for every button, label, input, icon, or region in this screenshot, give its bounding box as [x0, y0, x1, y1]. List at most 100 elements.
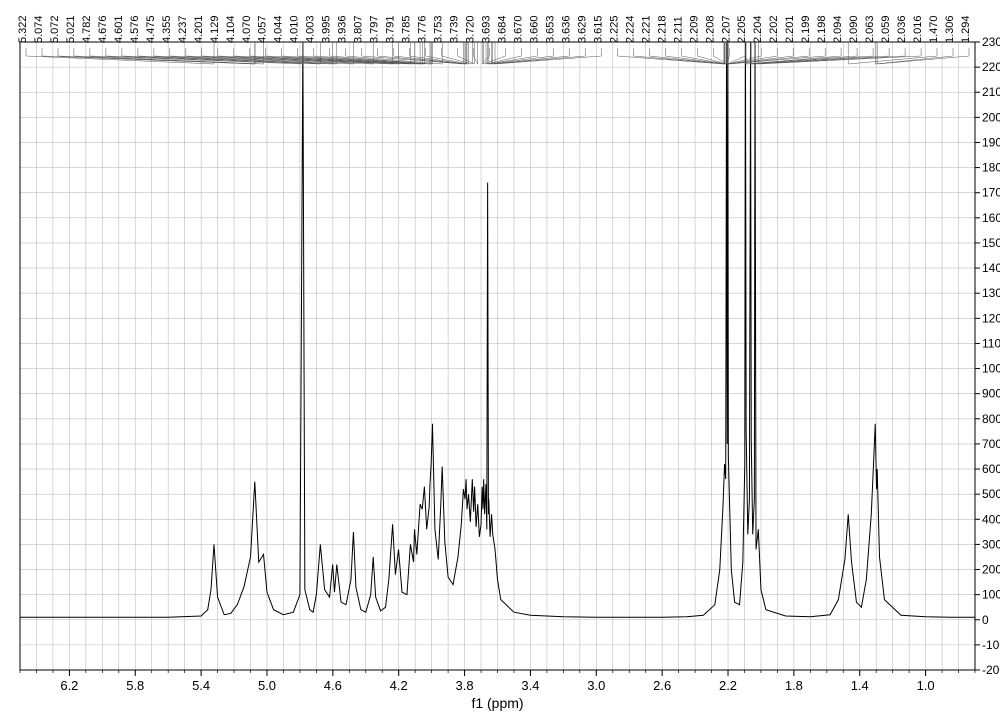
y-tick-label: 1400	[982, 261, 1000, 275]
y-tick-label: 1300	[982, 286, 1000, 300]
peak-label: 3.785	[401, 15, 413, 43]
peak-label: 2.209	[688, 15, 700, 43]
peak-label: 4.201	[193, 15, 205, 43]
peak-label: 3.693	[481, 15, 493, 43]
y-tick-label: 500	[982, 487, 1000, 501]
y-tick-label: 2000	[982, 110, 1000, 124]
peak-label: 4.355	[161, 15, 173, 43]
peak-label: 2.204	[752, 15, 764, 43]
x-tick-label: 5.4	[192, 678, 210, 693]
x-tick-label: 2.2	[719, 678, 737, 693]
peak-label: 4.676	[97, 15, 109, 43]
y-tick-label: 800	[982, 412, 1000, 426]
x-tick-label: 3.0	[587, 678, 605, 693]
y-tick-label: 300	[982, 537, 1000, 551]
x-tick-label: 1.4	[851, 678, 869, 693]
peak-label: 2.225	[608, 15, 620, 43]
y-tick-label: 1200	[982, 311, 1000, 325]
y-tick-label: -200	[982, 663, 1000, 677]
peak-label: 3.739	[449, 15, 461, 43]
y-tick-label: 600	[982, 462, 1000, 476]
peak-label: 4.003	[305, 15, 317, 43]
x-tick-label: 1.0	[917, 678, 935, 693]
peak-label: 5.074	[33, 15, 45, 43]
y-tick-label: 1800	[982, 161, 1000, 175]
peak-label: 3.653	[544, 15, 556, 43]
y-tick-label: 700	[982, 437, 1000, 451]
peak-label: 4.237	[177, 15, 189, 43]
x-tick-label: 3.4	[521, 678, 539, 693]
peak-label: 4.576	[129, 15, 141, 43]
y-tick-label: 1000	[982, 362, 1000, 376]
peak-label: 4.601	[113, 15, 125, 43]
peak-label: 3.720	[465, 15, 477, 43]
peak-label: 2.207	[720, 15, 732, 43]
peak-label: 4.070	[241, 15, 253, 43]
peak-label: 3.753	[433, 15, 445, 43]
x-tick-label: 6.2	[60, 678, 78, 693]
peak-label: 3.791	[385, 15, 397, 43]
peak-label: 2.059	[880, 15, 892, 43]
peak-label: 2.094	[832, 15, 844, 43]
y-tick-label: 400	[982, 512, 1000, 526]
peak-label: 4.057	[257, 15, 269, 43]
x-tick-label: 5.0	[258, 678, 276, 693]
nmr-spectrum-chart: 6.25.85.45.04.64.23.83.43.02.62.21.81.41…	[0, 0, 1000, 721]
y-tick-label: 0	[982, 613, 989, 627]
peak-label: 3.636	[560, 15, 572, 43]
peak-label: 2.016	[912, 15, 924, 43]
peak-label: 3.684	[497, 15, 509, 43]
peak-label: 2.198	[816, 15, 828, 43]
peak-label: 2.199	[800, 15, 812, 43]
peak-label: 5.322	[17, 15, 29, 43]
y-tick-label: 2100	[982, 85, 1000, 99]
peak-label: 2.211	[672, 16, 684, 43]
peak-label: 3.995	[321, 15, 333, 43]
peak-label: 3.807	[353, 15, 365, 43]
peak-label: 5.072	[49, 15, 61, 43]
peak-label: 2.208	[704, 15, 716, 43]
y-tick-label: 200	[982, 563, 1000, 577]
peak-label: 3.776	[417, 15, 429, 43]
peak-label: 2.090	[848, 15, 860, 43]
peak-label: 4.104	[225, 15, 237, 43]
y-tick-label: 1100	[982, 336, 1000, 350]
y-tick-label: 900	[982, 387, 1000, 401]
y-tick-label: 1700	[982, 186, 1000, 200]
peak-label: 3.660	[529, 15, 541, 43]
peak-label: 2.063	[864, 15, 876, 43]
peak-label: 2.218	[656, 15, 668, 43]
peak-label: 1.294	[960, 15, 972, 43]
peak-label: 2.205	[736, 15, 748, 43]
peak-label: 3.936	[337, 15, 349, 43]
y-tick-label: 1600	[982, 211, 1000, 225]
peak-label: 2.224	[624, 15, 636, 43]
x-tick-label: 4.6	[324, 678, 342, 693]
peak-label: 2.202	[768, 15, 780, 43]
peak-label: 3.615	[592, 15, 604, 43]
peak-label: 2.221	[640, 15, 652, 43]
x-tick-label: 2.6	[653, 678, 671, 693]
y-tick-label: 100	[982, 588, 1000, 602]
peak-label: 1.306	[944, 15, 956, 43]
peak-label: 3.797	[369, 15, 381, 43]
peak-label: 4.782	[81, 15, 93, 43]
y-tick-label: -100	[982, 638, 1000, 652]
y-tick-label: 1500	[982, 236, 1000, 250]
peak-label: 4.475	[145, 15, 157, 43]
y-tick-label: 2200	[982, 60, 1000, 74]
peak-label: 2.201	[784, 15, 796, 43]
x-axis-title: f1 (ppm)	[471, 695, 523, 711]
x-tick-label: 4.2	[390, 678, 408, 693]
peak-label: 1.470	[928, 15, 940, 43]
peak-label: 4.044	[273, 15, 285, 43]
chart-background	[0, 0, 1000, 721]
y-tick-label: 2300	[982, 35, 1000, 49]
peak-label: 3.670	[513, 15, 525, 43]
peak-label: 5.021	[65, 15, 77, 43]
peak-label: 2.036	[896, 15, 908, 43]
peak-label: 4.129	[209, 15, 221, 43]
peak-label: 3.629	[576, 15, 588, 43]
x-tick-label: 3.8	[456, 678, 474, 693]
y-tick-label: 1900	[982, 135, 1000, 149]
